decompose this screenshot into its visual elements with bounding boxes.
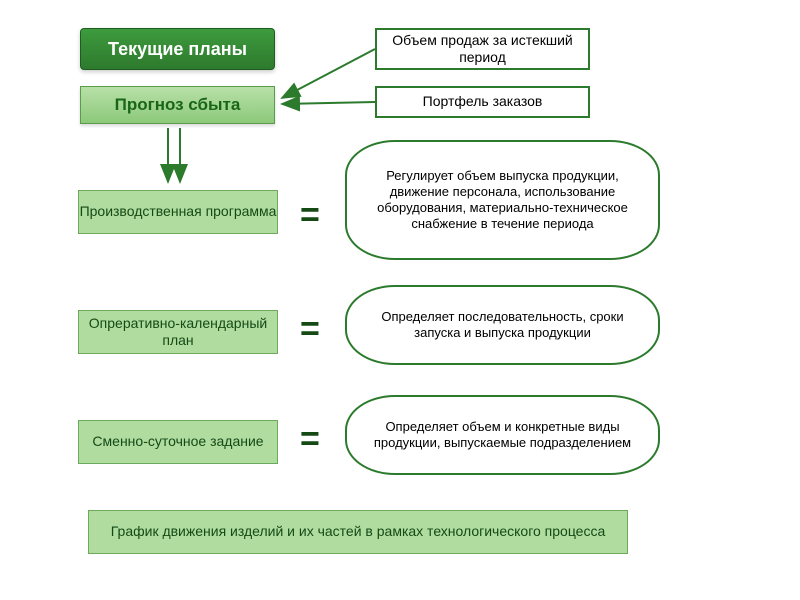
bottom-bar-label: График движения изделий и их частей в ра… [111,523,606,541]
sales-volume-label: Объем продаж за истекший период [377,32,588,67]
bottom-bar-box: График движения изделий и их частей в ра… [88,510,628,554]
cloud2-label: Определяет последовательность, сроки зап… [363,309,642,342]
forecast-box: Прогноз сбыта [80,86,275,124]
op-calendar-box: Опреративно-календарный план [78,310,278,354]
title-box: Текущие планы [80,28,275,70]
cloud3-label: Определяет объем и конкретные виды проду… [363,419,642,452]
equals-icon: = [300,312,320,346]
forecast-label: Прогноз сбыта [115,94,241,115]
arrow-orders-to-forecast [282,102,375,104]
equals-icon: = [300,422,320,456]
prod-program-label: Производственная программа [80,203,277,221]
equals-icon: = [300,198,320,232]
order-portfolio-label: Портфель заказов [423,93,543,111]
arrow-sales-to-forecast [282,49,375,98]
cloud-defines-sequence: Определяет последовательность, сроки зап… [345,285,660,365]
shift-daily-box: Сменно-суточное задание [78,420,278,464]
op-calendar-label: Опреративно-календарный план [79,315,277,350]
sales-volume-box: Объем продаж за истекший период [375,28,590,70]
prod-program-box: Производственная программа [78,190,278,234]
order-portfolio-box: Портфель заказов [375,86,590,118]
cloud-regulates: Регулирует объем выпуска продукции, движ… [345,140,660,260]
title-label: Текущие планы [108,38,247,61]
cloud-defines-volume: Определяет объем и конкретные виды проду… [345,395,660,475]
cloud1-label: Регулирует объем выпуска продукции, движ… [363,168,642,233]
shift-daily-label: Сменно-суточное задание [92,433,263,451]
